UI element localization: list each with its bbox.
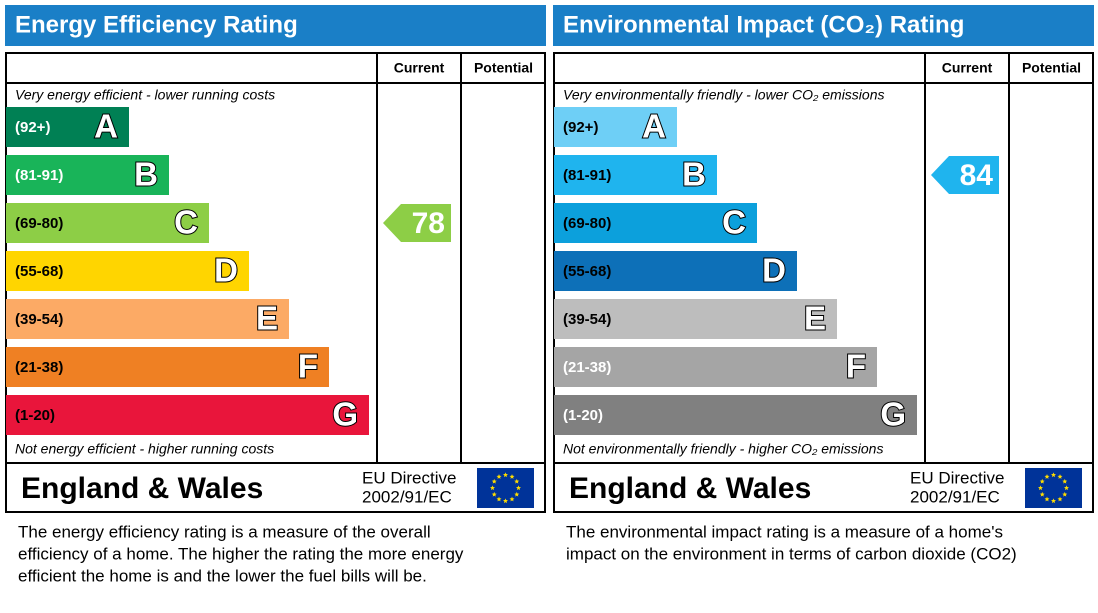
title-bar bbox=[5, 5, 546, 46]
rating-band bbox=[554, 155, 717, 195]
current-arrow bbox=[931, 156, 999, 194]
band-letter: C bbox=[722, 204, 746, 241]
band-letter: G bbox=[880, 396, 906, 433]
band-range: (55-68) bbox=[15, 263, 63, 280]
band-letter: B bbox=[682, 156, 706, 193]
rating-band bbox=[554, 299, 837, 339]
title-bar bbox=[553, 5, 1094, 46]
current-arrow bbox=[383, 204, 451, 242]
panel-title: Energy Efficiency Rating bbox=[15, 11, 298, 38]
eu-star bbox=[503, 498, 508, 504]
column-header: Potential bbox=[474, 60, 533, 76]
band-letter: E bbox=[804, 300, 826, 337]
band-range: (39-54) bbox=[563, 311, 611, 328]
eu-star bbox=[514, 491, 520, 497]
column-header: Potential bbox=[1022, 60, 1081, 76]
band-range: (1-20) bbox=[563, 407, 603, 424]
column-header: Current bbox=[394, 60, 445, 76]
band-letter: C bbox=[174, 204, 198, 241]
eu-star bbox=[1038, 485, 1043, 491]
band-range: (55-68) bbox=[563, 263, 611, 280]
eu-star bbox=[514, 478, 520, 484]
directive-code: 2002/91/EC bbox=[910, 487, 1000, 506]
rating-panel: Energy Efficiency Rating Current Potential… bbox=[5, 5, 546, 585]
eu-star bbox=[1057, 496, 1063, 502]
eu-star bbox=[1062, 491, 1068, 497]
band-range: (69-80) bbox=[15, 215, 63, 232]
description-line: impact on the environment in terms of ca… bbox=[566, 544, 1017, 563]
eu-star bbox=[1044, 474, 1050, 479]
rating-band bbox=[6, 299, 289, 339]
band-letter: D bbox=[762, 252, 786, 289]
band-letter: B bbox=[134, 156, 158, 193]
eu-star bbox=[496, 474, 502, 479]
rating-band bbox=[6, 155, 169, 195]
band-range: (1-20) bbox=[15, 407, 55, 424]
rating-band bbox=[6, 251, 249, 291]
eu-star bbox=[1064, 485, 1069, 491]
rating-band bbox=[6, 395, 369, 435]
description-line: efficient the home is and the lower the … bbox=[18, 566, 427, 585]
eu-star bbox=[1062, 478, 1068, 484]
band-letter: E bbox=[256, 300, 278, 337]
rating-band bbox=[554, 251, 797, 291]
directive: EU Directive bbox=[362, 468, 456, 487]
eu-star bbox=[1044, 496, 1050, 502]
top-note: Very energy efficient - lower running co… bbox=[15, 87, 275, 103]
band-letter: F bbox=[846, 348, 866, 385]
directive: EU Directive bbox=[910, 468, 1004, 487]
description-line: efficiency of a home. The higher the rat… bbox=[18, 544, 464, 563]
description-line: The environmental impact rating is a mea… bbox=[566, 522, 1003, 541]
band-range: (81-91) bbox=[563, 167, 611, 184]
eu-star bbox=[503, 472, 508, 478]
band-range: (39-54) bbox=[15, 311, 63, 328]
bottom-note: Not environmentally friendly - higher CO… bbox=[563, 441, 883, 457]
band-range: (21-38) bbox=[563, 359, 611, 376]
eu-star bbox=[491, 478, 497, 484]
band-letter: F bbox=[298, 348, 318, 385]
eu-star bbox=[1039, 491, 1045, 497]
region: England & Wales bbox=[21, 472, 263, 505]
band-range: (69-80) bbox=[563, 215, 611, 232]
rating-panel: Environmental Impact (CO₂) Rating Current… bbox=[553, 5, 1094, 563]
band-range: (92+) bbox=[15, 119, 50, 136]
rating-band bbox=[554, 395, 917, 435]
eu-star bbox=[1057, 474, 1063, 479]
band-letter: G bbox=[332, 396, 358, 433]
eu-star bbox=[490, 485, 495, 491]
eu-star bbox=[509, 496, 515, 502]
rating-band bbox=[554, 203, 757, 243]
eu-star bbox=[509, 474, 515, 479]
band-letter: A bbox=[94, 108, 118, 145]
eu-star bbox=[516, 485, 521, 491]
rating-band bbox=[554, 107, 677, 147]
band-letter: D bbox=[214, 252, 238, 289]
eu-star bbox=[1051, 498, 1056, 504]
current-value: 78 bbox=[412, 207, 445, 240]
eu-star bbox=[1051, 472, 1056, 478]
rating-band bbox=[6, 347, 329, 387]
column-header: Current bbox=[942, 60, 993, 76]
rating-band bbox=[6, 107, 129, 147]
band-letter: A bbox=[642, 108, 666, 145]
bottom-note: Not energy efficient - higher running co… bbox=[15, 441, 274, 457]
description-line: The energy efficiency rating is a measur… bbox=[18, 522, 431, 541]
eu-star bbox=[496, 496, 502, 502]
current-value: 84 bbox=[960, 159, 994, 192]
rating-band bbox=[554, 347, 877, 387]
directive-code: 2002/91/EC bbox=[362, 487, 452, 506]
band-range: (81-91) bbox=[15, 167, 63, 184]
band-range: (21-38) bbox=[15, 359, 63, 376]
region: England & Wales bbox=[569, 472, 811, 505]
rating-band bbox=[6, 203, 209, 243]
band-range: (92+) bbox=[563, 119, 598, 136]
top-note: Very environmentally friendly - lower CO… bbox=[563, 87, 884, 103]
eu-star bbox=[1039, 478, 1045, 484]
panel-title: Environmental Impact (CO₂) Rating bbox=[563, 11, 964, 38]
eu-star bbox=[491, 491, 497, 497]
